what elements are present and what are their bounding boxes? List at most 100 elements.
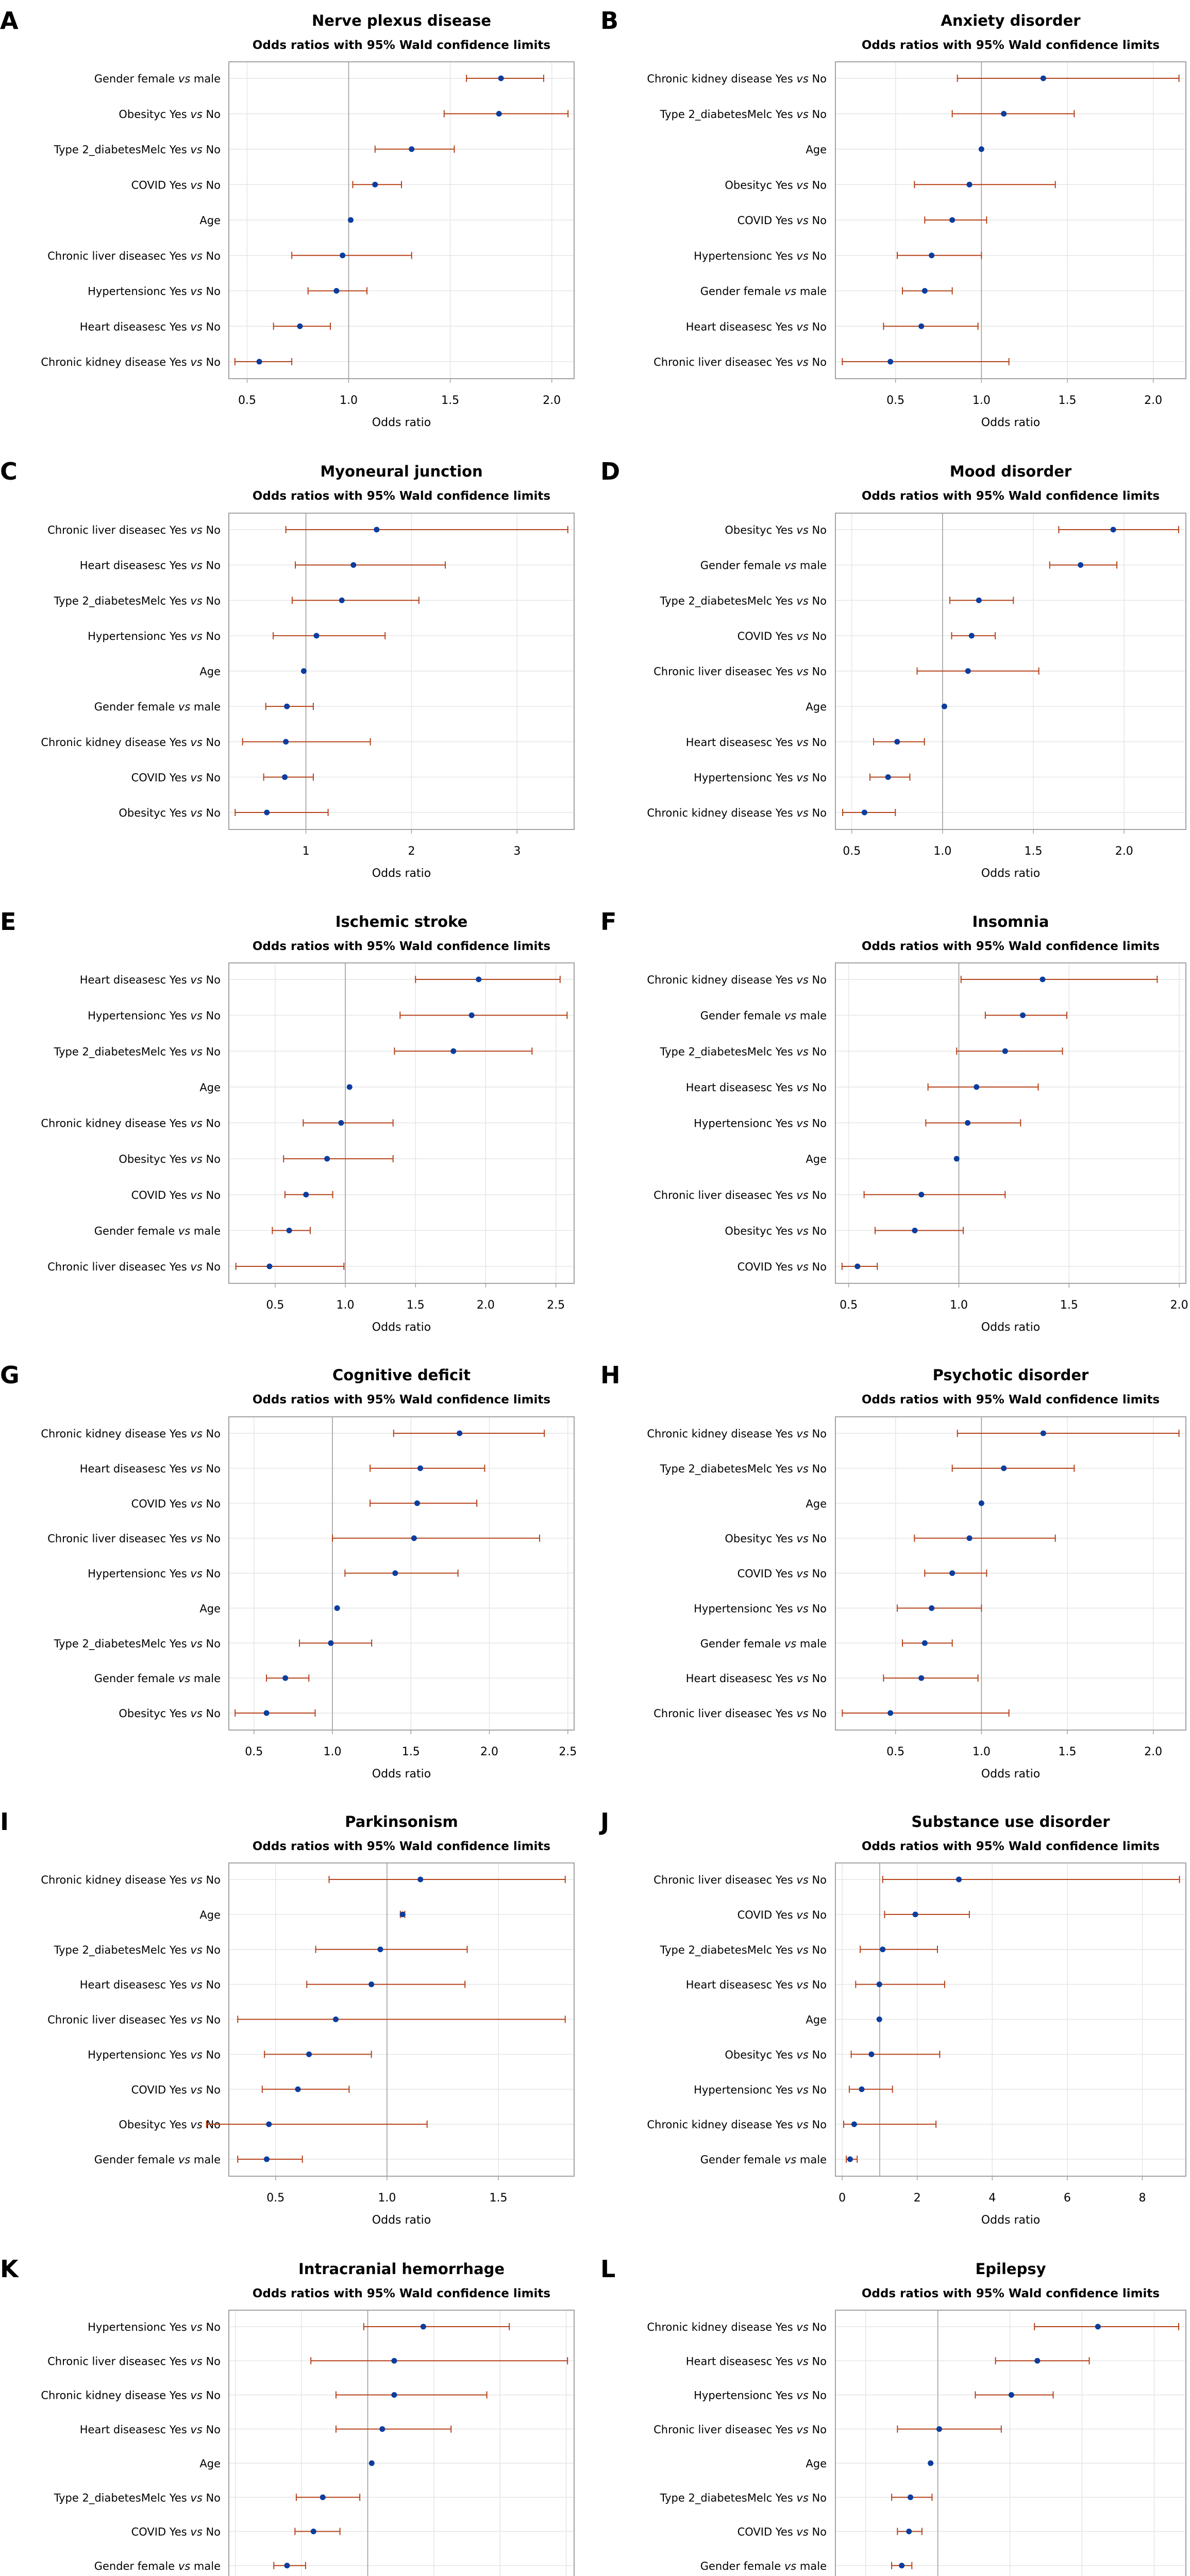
row-label-text: No bbox=[203, 1463, 221, 1475]
row-label-vs: vs bbox=[796, 2355, 808, 2367]
row-label-text: Age bbox=[199, 214, 221, 227]
row-label-text: No bbox=[809, 2355, 827, 2367]
row-label-text: No bbox=[809, 630, 827, 642]
row-label-vs: vs bbox=[190, 1153, 202, 1165]
odds-ratio-point bbox=[859, 2086, 865, 2092]
ci-bar bbox=[295, 2494, 361, 2501]
ci-bar bbox=[975, 2391, 1054, 2399]
ci-bar bbox=[957, 1430, 1180, 1437]
ci-bar bbox=[850, 2050, 941, 2058]
row-label: COVID Yes vs No bbox=[131, 771, 221, 784]
row-label: Type 2_diabetesMelc Yes vs No bbox=[660, 1045, 827, 1058]
row-label: COVID Yes vs No bbox=[131, 1189, 221, 1201]
row-label-text: Heart diseasesc Yes bbox=[80, 2424, 191, 2436]
odds-ratio-point bbox=[310, 2529, 316, 2534]
odds-ratio-point bbox=[338, 1120, 344, 1126]
odds-ratio-point bbox=[1008, 2392, 1014, 2398]
ci-bar bbox=[951, 110, 1075, 117]
odds-ratio-point bbox=[1001, 111, 1007, 117]
odds-ratio-point bbox=[350, 562, 357, 568]
row-label-text: No bbox=[809, 1189, 827, 1201]
plot-frame bbox=[228, 1416, 575, 1731]
row-label: Obesityc Yes vs No bbox=[119, 807, 221, 819]
row-label: COVID Yes vs No bbox=[738, 1909, 827, 1921]
ci-bar bbox=[960, 976, 1158, 983]
odds-ratio-point bbox=[918, 1675, 925, 1681]
row-label-text: Type 2_diabetesMelc Yes bbox=[660, 1045, 797, 1058]
row-label-vs: vs bbox=[190, 771, 202, 784]
odds-ratio-point bbox=[409, 146, 415, 152]
row-label-text: No bbox=[203, 2389, 221, 2402]
row-label-vs: vs bbox=[190, 144, 202, 156]
row-label-text: No bbox=[203, 179, 221, 191]
forest-panel-h: H Psychotic disorder Odds ratios with 95% … bbox=[600, 1361, 1186, 1781]
forest-panel-i: I Parkinsonism Odds ratios with 95% Wald c… bbox=[0, 1808, 575, 2227]
panel-title: Cognitive deficit bbox=[332, 1366, 471, 1384]
row-label-text: Gender female bbox=[700, 1637, 784, 1650]
row-label: Age bbox=[806, 144, 827, 156]
odds-ratio-point bbox=[854, 1263, 861, 1269]
row-label-text: No bbox=[809, 1117, 827, 1130]
x-tick-label: 2.0 bbox=[1144, 394, 1162, 407]
ci-bar bbox=[927, 1083, 1039, 1091]
odds-ratio-point bbox=[847, 2156, 853, 2162]
x-axis-label: Odds ratio bbox=[981, 416, 1040, 429]
row-label-text: male bbox=[190, 2154, 221, 2166]
row-label: Type 2_diabetesMelc Yes vs No bbox=[54, 2492, 221, 2504]
odds-ratio-point bbox=[313, 633, 320, 639]
ci-bar bbox=[914, 181, 1056, 189]
odds-ratio-point bbox=[956, 1876, 962, 1883]
row-label: Gender female vs male bbox=[700, 2560, 827, 2572]
row-label: Heart diseasesc Yes vs No bbox=[686, 1672, 827, 1685]
row-label-text: No bbox=[203, 108, 221, 121]
ci-bar bbox=[914, 1534, 1056, 1542]
odds-ratio-point bbox=[1002, 1048, 1008, 1054]
row-label-vs: vs bbox=[796, 1261, 808, 1273]
odds-ratio-point bbox=[320, 2494, 326, 2500]
odds-ratio-point bbox=[295, 2086, 301, 2092]
row-label-text: No bbox=[809, 1874, 827, 1886]
row-label: Hypertensionc Yes vs No bbox=[694, 2083, 827, 2096]
row-label-text: No bbox=[203, 356, 221, 368]
panel-title: Myoneural junction bbox=[320, 463, 482, 480]
ci-bar bbox=[984, 1011, 1068, 1019]
ci-bar bbox=[335, 2391, 488, 2399]
row-label-text: Gender female bbox=[94, 1672, 178, 1685]
row-label: Chronic liver diseasec Yes vs No bbox=[653, 666, 827, 678]
row-label-text: No bbox=[203, 2355, 221, 2367]
row-label: Chronic kidney disease Yes vs No bbox=[41, 1874, 221, 1886]
row-label-text: male bbox=[796, 560, 827, 572]
odds-ratio-point bbox=[303, 1192, 309, 1198]
odds-ratio-point bbox=[894, 739, 900, 745]
panel-letter: E bbox=[0, 908, 16, 936]
row-label: Chronic kidney disease Yes vs No bbox=[647, 974, 827, 986]
row-label: Chronic liver diseasec Yes vs No bbox=[653, 1707, 827, 1720]
panel-letter: C bbox=[0, 457, 18, 485]
row-label: COVID Yes vs No bbox=[131, 1498, 221, 1510]
row-label: Chronic kidney disease Yes vs No bbox=[41, 736, 221, 749]
odds-ratio-point bbox=[949, 1570, 956, 1576]
odds-ratio-point bbox=[1040, 976, 1046, 982]
odds-ratio-point bbox=[392, 1570, 398, 1576]
row-label-vs: vs bbox=[190, 1533, 202, 1545]
row-label-text: Heart diseasesc Yes bbox=[80, 560, 191, 572]
row-label-text: Gender female bbox=[700, 1010, 784, 1022]
row-label-text: No bbox=[809, 1225, 827, 1237]
row-label-vs: vs bbox=[796, 1944, 808, 1956]
odds-ratio-point bbox=[411, 1535, 417, 1541]
x-tick-label: 1 bbox=[303, 845, 310, 858]
row-label-text: No bbox=[809, 1261, 827, 1273]
row-label-vs: vs bbox=[190, 1189, 202, 1201]
row-label-text: COVID Yes bbox=[131, 2083, 191, 2096]
row-label-text: Heart diseasesc Yes bbox=[686, 1979, 797, 1991]
row-label-text: Heart diseasesc Yes bbox=[686, 2355, 797, 2367]
x-tick-label: 0.5 bbox=[840, 1299, 858, 1312]
ci-bar bbox=[897, 2425, 1002, 2433]
odds-ratio-point bbox=[876, 2016, 882, 2022]
ci-bar bbox=[916, 667, 1040, 675]
x-axis-label: Odds ratio bbox=[981, 2214, 1040, 2227]
row-label-text: Age bbox=[806, 144, 827, 156]
row-label-vs: vs bbox=[784, 2154, 796, 2166]
plot-frame bbox=[835, 61, 1186, 379]
